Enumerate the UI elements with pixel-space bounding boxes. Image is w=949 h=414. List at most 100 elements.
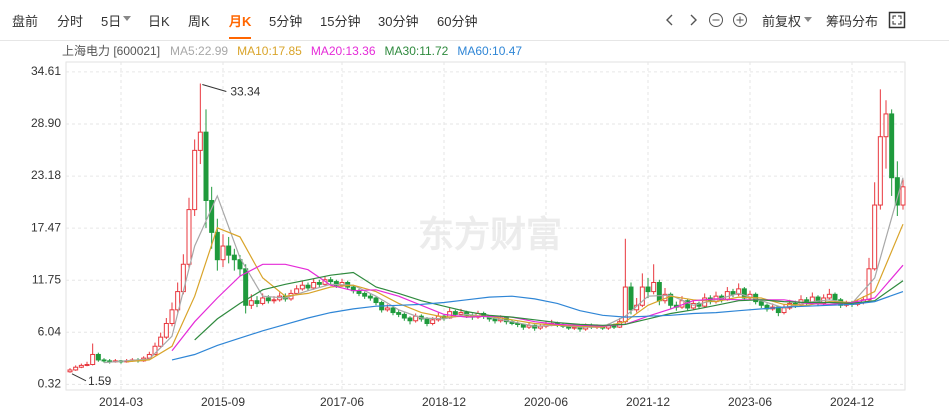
candle-body — [396, 312, 402, 315]
candle-body — [271, 299, 277, 302]
tab-active[interactable]: 月K — [229, 11, 252, 39]
chips-button[interactable]: 筹码分布 — [826, 14, 879, 29]
candle-body — [254, 300, 260, 304]
candle-body — [730, 291, 736, 295]
annotation-low: 1.59 — [88, 374, 112, 388]
zoom-in[interactable] — [732, 12, 748, 28]
tab[interactable]: 日K — [148, 14, 170, 29]
candle-body — [685, 300, 691, 309]
ma-line — [171, 291, 904, 361]
candle-body — [651, 281, 657, 293]
y-tick-label: 0.32 — [38, 377, 62, 391]
candle-body — [248, 300, 254, 306]
candle-body — [169, 309, 175, 324]
candle-body — [237, 259, 243, 270]
zoom-out[interactable] — [708, 12, 724, 28]
legend-entry: MA10:17.85 — [237, 44, 302, 58]
candle-body — [226, 245, 232, 256]
x-tick-label: 2018-12 — [422, 395, 466, 409]
candle-body — [84, 363, 90, 366]
candle-body — [736, 288, 742, 295]
candle-body — [889, 113, 895, 179]
candle-body — [515, 322, 521, 325]
candle-body — [260, 297, 266, 304]
candle-body — [826, 293, 832, 299]
candle-body — [299, 284, 305, 290]
annotation-arrow — [71, 373, 87, 382]
fullscreen-button[interactable] — [888, 11, 906, 29]
candle-body — [458, 312, 464, 315]
candle-body — [362, 292, 368, 297]
candle-body — [492, 318, 498, 322]
watermark: 东方财富 — [418, 214, 562, 255]
candle-body — [883, 113, 889, 138]
y-tick-label: 11.75 — [32, 272, 61, 286]
tab[interactable]: 60分钟 — [437, 14, 478, 29]
candle-body — [265, 297, 271, 302]
annotation-high: 33.34 — [230, 85, 260, 99]
x-tick-label: 2014-03 — [99, 395, 143, 409]
candle-body — [452, 311, 458, 315]
candle-body — [328, 279, 334, 283]
toolbar: 盘前 分时 5日 日K 周K 月K 5分钟 15分钟 30分钟 60分钟 前复权… — [0, 0, 949, 41]
candle-body — [656, 281, 662, 302]
candle-body — [877, 136, 883, 206]
candle-body — [781, 307, 787, 314]
candle-body — [158, 336, 164, 347]
candle-body — [832, 293, 838, 301]
legend-entry: MA30:11.72 — [385, 44, 449, 58]
candle-body — [231, 254, 237, 261]
y-tick-label: 17.47 — [31, 220, 61, 234]
tab[interactable]: 30分钟 — [378, 14, 419, 29]
candle-body — [407, 317, 413, 322]
tab[interactable]: 盘前 — [12, 14, 39, 29]
y-tick-label: 28.90 — [31, 116, 61, 130]
candle-body — [872, 204, 878, 270]
candle-body — [390, 307, 396, 314]
candle-body — [73, 366, 79, 371]
x-tick-label: 2023-06 — [728, 395, 772, 409]
y-tick-label: 6.04 — [38, 324, 62, 338]
dropdown-icon — [123, 16, 131, 21]
candle-body — [78, 364, 84, 368]
candle-body — [367, 295, 373, 299]
legend-entry: MA5:22.99 — [170, 44, 228, 58]
plot-frame — [65, 61, 906, 391]
candle-body — [430, 319, 436, 324]
x-tick-label: 2024-12 — [830, 395, 874, 409]
candle-body — [758, 301, 764, 306]
candle-body — [197, 131, 203, 151]
candle-body — [401, 313, 407, 319]
x-tick-label: 2021-12 — [626, 395, 670, 409]
y-tick-label: 23.18 — [31, 168, 61, 182]
candle-body — [95, 353, 101, 361]
adjust-select[interactable]: 前复权 — [762, 14, 802, 29]
x-tick-label: 2015-09 — [201, 395, 245, 409]
candle-body — [152, 345, 158, 355]
tab[interactable]: 分时 — [57, 14, 84, 29]
x-tick-label: 2020-06 — [524, 395, 568, 409]
candle-body — [668, 293, 674, 306]
stock-label: 上海电力 [600021] — [62, 43, 160, 58]
candle-body — [214, 231, 220, 261]
tab[interactable]: 5日 — [101, 14, 122, 29]
dropdown-icon — [804, 17, 812, 22]
candle-body — [333, 281, 339, 286]
candle-body — [203, 131, 209, 201]
y-tick-label: 34.61 — [31, 64, 61, 78]
tab[interactable]: 5分钟 — [269, 14, 303, 29]
tab[interactable]: 15分钟 — [320, 14, 361, 29]
prev-button[interactable] — [662, 12, 678, 28]
candle-body — [316, 281, 322, 285]
candle-body — [900, 186, 906, 206]
annotation-arrow — [202, 84, 227, 92]
next-button[interactable] — [685, 12, 701, 28]
candle-body — [628, 286, 634, 311]
candle-body — [101, 359, 107, 362]
candle-body — [741, 288, 747, 299]
tab[interactable]: 周K — [188, 14, 210, 29]
x-tick-label: 2017-06 — [320, 395, 364, 409]
candle-body — [175, 291, 181, 311]
chart: 东方财富 0.32 6.04 11.75 17.47 23.18 28.90 34.61 20… — [31, 43, 906, 409]
